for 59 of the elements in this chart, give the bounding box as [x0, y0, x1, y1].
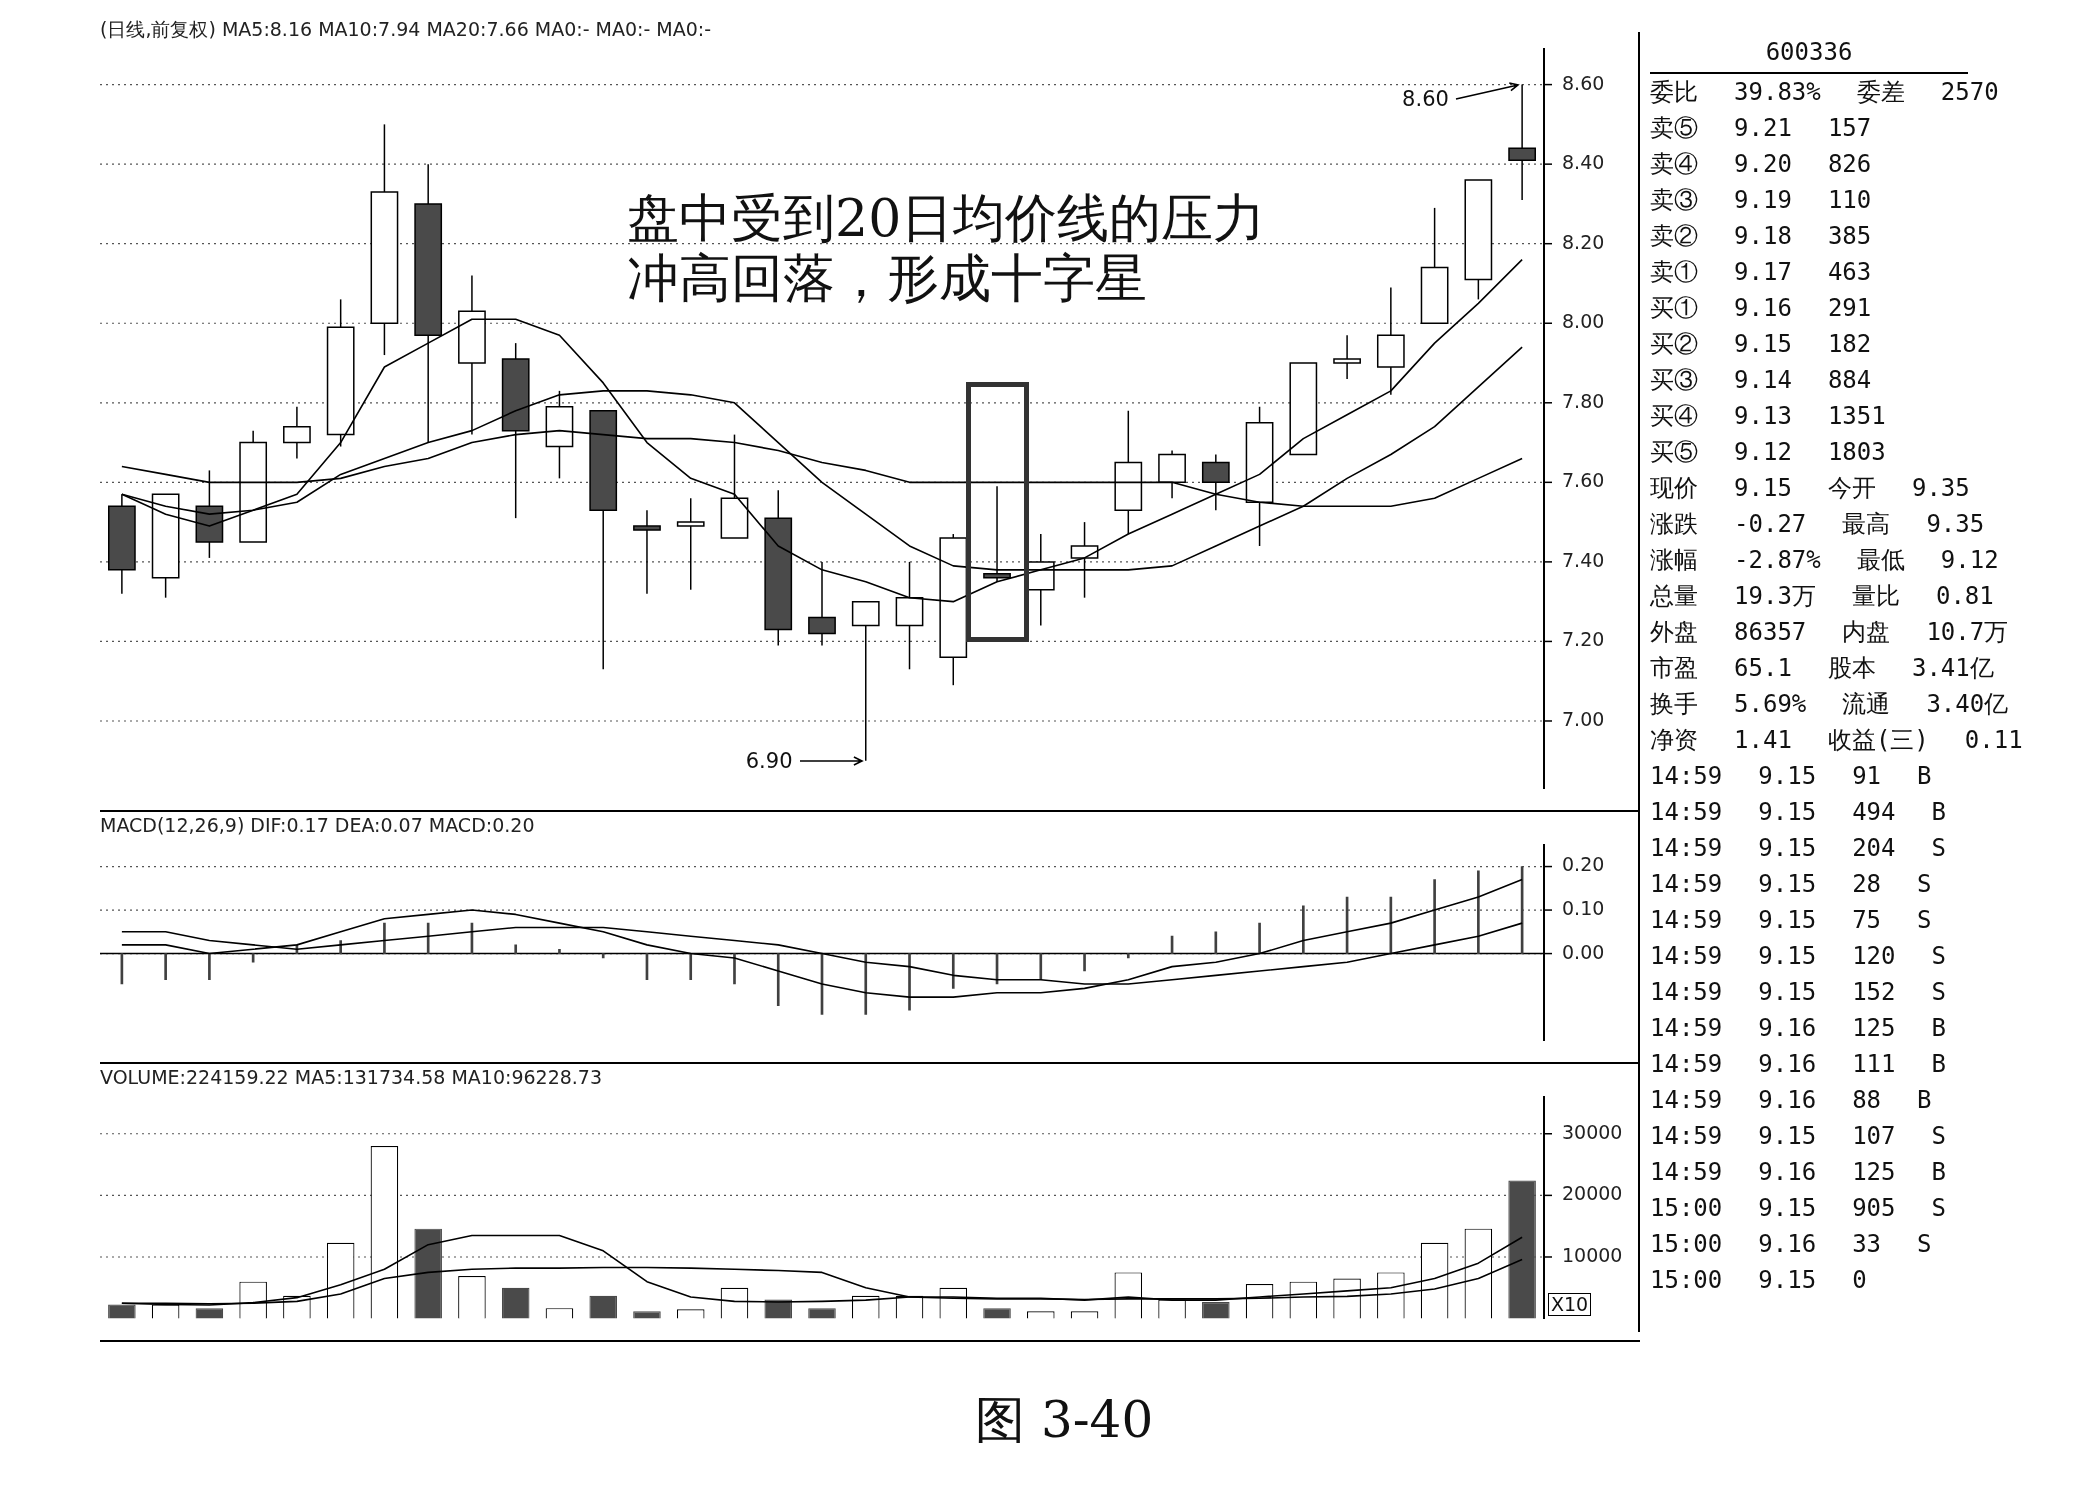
- text: 14:59 9.15 28 S: [1650, 869, 1933, 900]
- y-tick-label: 30000: [1562, 1120, 1623, 1143]
- y-tick-label: 10000: [1562, 1243, 1623, 1266]
- y-tick-label: 7.60: [1562, 469, 1605, 492]
- text: 14:59 9.15 75 S: [1650, 905, 1933, 936]
- text: 涨幅 -2.87% 最低 9.12: [1650, 545, 1999, 576]
- text: 净资 1.41 收益(三) 0.11: [1650, 725, 2023, 756]
- text: 15:00 9.15 0: [1650, 1265, 1868, 1296]
- text: 14:59 9.15 152 S: [1650, 977, 1947, 1008]
- text: 卖② 9.18 385: [1650, 221, 1873, 252]
- y-tick-label: 7.00: [1562, 707, 1605, 730]
- text: 买② 9.15 182: [1650, 329, 1873, 360]
- y-tick-label: 0.00: [1562, 940, 1605, 963]
- text: 15:00 9.15 905 S: [1650, 1193, 1947, 1224]
- y-tick-label: 7.40: [1562, 548, 1605, 571]
- text: 现价 9.15 今开 9.35: [1650, 473, 1970, 504]
- text: 600336: [1650, 32, 1968, 74]
- text: 14:59 9.16 88 B: [1650, 1085, 1933, 1116]
- text: 14:59 9.16 125 B: [1650, 1157, 1947, 1188]
- text: 市盈 65.1 股本 3.41亿: [1650, 653, 1994, 684]
- text: 总量 19.3万 量比 0.81: [1650, 581, 1994, 612]
- text: 买④ 9.13 1351: [1650, 401, 1887, 432]
- chart-title: (日线,前复权) MA5:8.16 MA10:7.94 MA20:7.66 MA0:- MA0:- MA0:-: [100, 18, 712, 41]
- y-tick-label: 7.80: [1562, 389, 1605, 412]
- text: 14:59 9.15 120 S: [1650, 941, 1947, 972]
- text: 卖④ 9.20 826: [1650, 149, 1873, 180]
- text: 买③ 9.14 884: [1650, 365, 1873, 396]
- text: 外盘 86357 内盘 10.7万: [1650, 617, 2009, 648]
- text: 换手 5.69% 流通 3.40亿: [1650, 689, 2009, 720]
- text: 卖③ 9.19 110: [1650, 185, 1873, 216]
- y-tick-label: 8.00: [1562, 310, 1605, 333]
- text: 委比 39.83% 委差 2570: [1650, 77, 1999, 108]
- text: 14:59 9.15 107 S: [1650, 1121, 1947, 1152]
- text: 15:00 9.16 33 S: [1650, 1229, 1933, 1260]
- text: 14:59 9.15 204 S: [1650, 833, 1947, 864]
- text: 卖⑤ 9.21 157: [1650, 113, 1873, 144]
- text: 14:59 9.15 91 B: [1650, 761, 1933, 792]
- text: 涨跌 -0.27 最高 9.35: [1650, 509, 1985, 540]
- annotation: 8.60: [1402, 86, 1449, 111]
- y-tick-label: 0.10: [1562, 897, 1605, 919]
- annotation: 盘中受到20日均价线的压力: [627, 188, 1266, 250]
- annotation: 6.90: [745, 748, 793, 773]
- y-tick-label: 8.20: [1562, 230, 1605, 253]
- chart-title: MACD(12,26,9) DIF:0.17 DEA:0.07 MACD:0.20: [100, 814, 535, 837]
- text: 买① 9.16 291: [1650, 293, 1873, 324]
- text: 卖① 9.17 463: [1650, 257, 1873, 288]
- caption: 图 3-40: [975, 1391, 1154, 1450]
- text: 买⑤ 9.12 1803: [1650, 437, 1887, 468]
- y-tick-label: 20000: [1562, 1182, 1623, 1205]
- annotation: 冲高回落，形成十字星: [627, 248, 1149, 309]
- y-tick-label: 0.20: [1562, 853, 1605, 876]
- y-tick-label: 7.20: [1562, 628, 1605, 651]
- text: X10: [1548, 1292, 1592, 1317]
- text: 14:59 9.16 125 B: [1650, 1013, 1947, 1044]
- text: 14:59 9.15 494 B: [1650, 797, 1947, 828]
- text: 14:59 9.16 111 B: [1650, 1049, 1947, 1080]
- y-tick-label: 8.40: [1562, 151, 1605, 174]
- chart-title: VOLUME:224159.22 MA5:131734.58 MA10:96228.73: [100, 1066, 603, 1089]
- y-tick-label: 8.60: [1562, 71, 1605, 94]
